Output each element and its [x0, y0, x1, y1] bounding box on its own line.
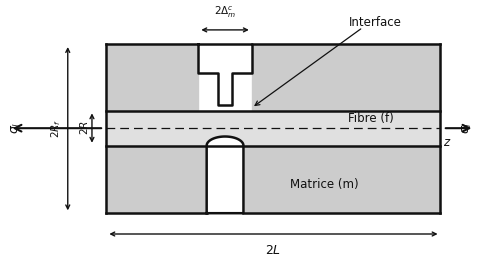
Polygon shape	[252, 44, 440, 110]
Polygon shape	[106, 44, 198, 110]
Text: Fibre (f): Fibre (f)	[348, 112, 394, 125]
Text: $\sigma_l$: $\sigma_l$	[460, 122, 474, 134]
Text: $2\Delta_m^c$: $2\Delta_m^c$	[214, 4, 236, 20]
Text: z: z	[443, 136, 449, 149]
Text: $2R$: $2R$	[77, 121, 90, 135]
Text: $2R_f$: $2R_f$	[49, 119, 63, 138]
Text: Interface: Interface	[348, 16, 401, 29]
Polygon shape	[106, 146, 207, 213]
Text: Matrice (m): Matrice (m)	[290, 178, 359, 191]
Polygon shape	[243, 146, 440, 213]
Polygon shape	[106, 110, 440, 146]
Polygon shape	[207, 136, 243, 213]
Polygon shape	[198, 44, 252, 105]
Text: $2L$: $2L$	[265, 244, 282, 257]
Text: $\sigma_l$: $\sigma_l$	[10, 122, 24, 134]
